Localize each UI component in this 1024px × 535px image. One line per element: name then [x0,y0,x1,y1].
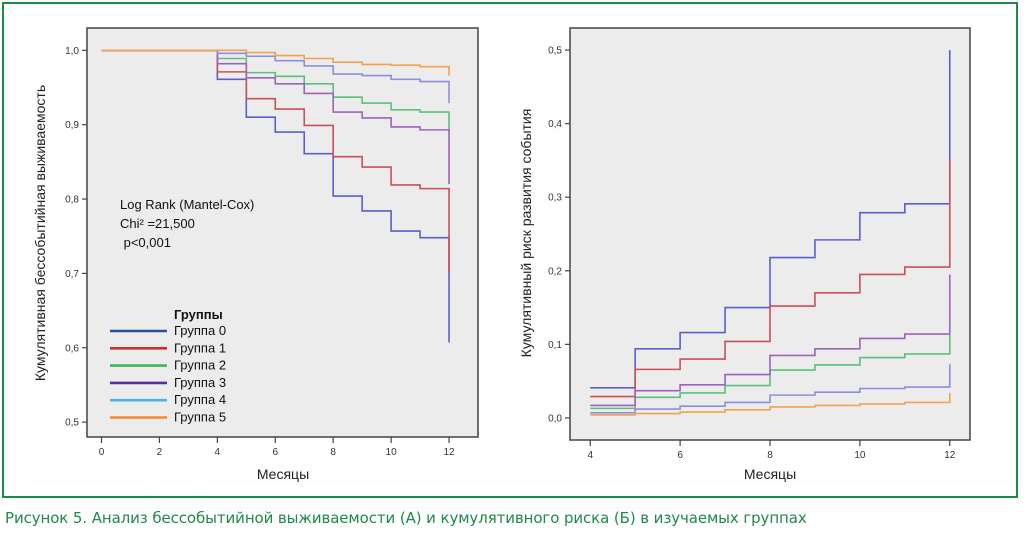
figure-caption: Рисунок 5. Анализ бессобытийной выживаем… [5,509,807,527]
survival-series [101,49,450,343]
survival-x-tick-label: 0 [99,447,105,458]
survival-series-line [101,49,450,185]
survival-y-ticks: 0,5 0,6 0,7 0,8 0,9 1,0 [65,46,87,429]
legend-title: Группы [174,307,223,322]
survival-series-line [101,49,450,133]
survival-y-tick-label: 0,8 [65,195,79,206]
survival-chart: 0,5 0,6 0,7 0,8 0,9 1,0 0 2 4 6 8 10 12 Месяцы Куму… [32,27,479,482]
survival-y-tick-label: 1,0 [65,46,79,57]
risk-y-ticks: 0,0 0,1 0,2 0,3 0,4 0,5 [548,46,570,424]
legend: Группы Группа 0 Группа 1 Группа 2 Группа 3 Г… [110,307,226,425]
legend-label: Группа 3 [174,375,226,390]
survival-x-tick-label: 8 [330,447,336,458]
risk-x-axis-title: Месяцы [744,466,796,482]
legend-label: Группа 5 [174,410,226,425]
annotation-line-3: p<0,001 [120,235,171,250]
survival-y-tick-label: 0,9 [65,120,79,131]
risk-y-tick-label: 0,0 [548,413,562,424]
legend-label: Группа 0 [174,323,226,338]
survival-x-tick-label: 6 [272,447,278,458]
survival-x-ticks: 0 2 4 6 8 10 12 [99,437,455,458]
risk-y-tick-label: 0,3 [548,193,562,204]
survival-y-tick-label: 0,7 [65,269,79,280]
risk-series [590,50,951,416]
survival-y-axis-title: Кумулятивная бессобытийная выживаемость [32,85,48,381]
risk-y-tick-label: 0,5 [548,46,562,57]
figure-charts: 0,5 0,6 0,7 0,8 0,9 1,0 0 2 4 6 8 10 12 Месяцы Куму… [32,27,971,482]
risk-series-line [590,160,951,398]
survival-x-axis-title: Месяцы [257,466,309,482]
risk-series-line [590,274,951,407]
survival-x-tick-label: 10 [386,447,398,458]
risk-x-ticks: 4 6 8 10 12 [587,440,956,461]
logrank-annotation: Log Rank (Mantel-Cox) Chi² =21,500 p<0,0… [120,197,254,250]
survival-x-tick-label: 2 [157,447,163,458]
risk-series-line [590,364,951,414]
cumulative-risk-chart: 0,0 0,1 0,2 0,3 0,4 0,5 4 6 8 10 12 Месяцы Кумуля… [518,27,971,482]
survival-x-tick-label: 12 [443,447,455,458]
survival-series-line [101,49,450,76]
risk-series-line [590,50,951,389]
risk-y-axis-title: Кумулятивный риск развития события [518,109,534,358]
risk-x-tick-label: 10 [854,450,866,461]
survival-y-tick-label: 0,5 [65,418,79,429]
survival-x-tick-label: 4 [215,447,221,458]
survival-y-tick-label: 0,6 [65,343,79,354]
risk-x-tick-label: 4 [587,450,593,461]
annotation-line-1: Log Rank (Mantel-Cox) [120,197,254,212]
annotation-line-2: Chi² =21,500 [120,216,195,231]
survival-plot-area [86,27,479,438]
legend-label: Группа 2 [174,358,226,373]
risk-x-tick-label: 6 [677,450,683,461]
risk-x-tick-label: 8 [767,450,773,461]
risk-y-tick-label: 0,1 [548,340,562,351]
legend-label: Группа 4 [174,392,226,407]
risk-y-tick-label: 0,2 [548,266,562,277]
risk-y-tick-label: 0,4 [548,119,562,130]
risk-series-line [590,392,951,416]
risk-x-tick-label: 12 [944,450,956,461]
legend-label: Группа 1 [174,340,226,355]
